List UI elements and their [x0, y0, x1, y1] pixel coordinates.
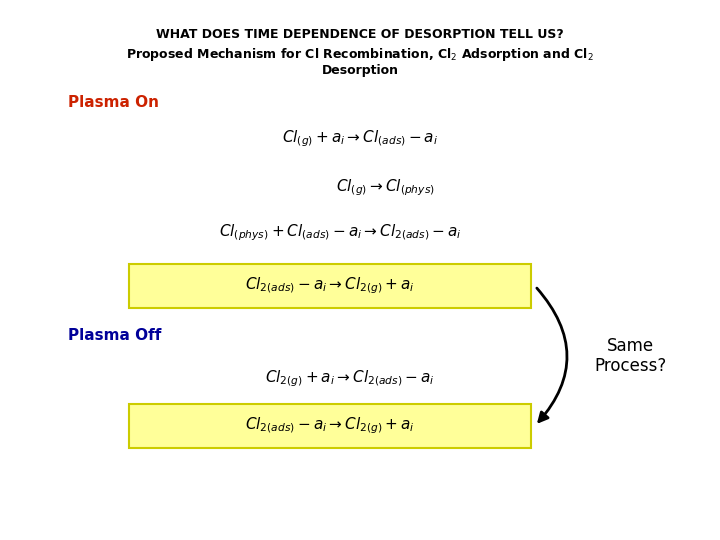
- Text: $Cl_{(g)} \rightarrow Cl_{(phys)}$: $Cl_{(g)} \rightarrow Cl_{(phys)}$: [336, 177, 434, 198]
- FancyBboxPatch shape: [129, 404, 531, 448]
- Text: Desorption: Desorption: [322, 64, 398, 77]
- Text: WHAT DOES TIME DEPENDENCE OF DESORPTION TELL US?: WHAT DOES TIME DEPENDENCE OF DESORPTION …: [156, 28, 564, 41]
- Text: $Cl_{2(ads)} - a_i \rightarrow Cl_{2(g)} + a_i$: $Cl_{2(ads)} - a_i \rightarrow Cl_{2(g)}…: [245, 276, 415, 296]
- Text: Same
Process?: Same Process?: [594, 336, 666, 375]
- Text: Plasma On: Plasma On: [68, 95, 159, 110]
- Text: $Cl_{(g)} + a_i \rightarrow Cl_{(ads)} - a_i$: $Cl_{(g)} + a_i \rightarrow Cl_{(ads)} -…: [282, 128, 438, 148]
- Text: $Cl_{2(ads)} - a_i \rightarrow Cl_{2(g)} + a_i$: $Cl_{2(ads)} - a_i \rightarrow Cl_{2(g)}…: [245, 416, 415, 436]
- Text: $Cl_{2(g)} + a_i \rightarrow Cl_{2(ads)} - a_i$: $Cl_{2(g)} + a_i \rightarrow Cl_{2(ads)}…: [265, 368, 435, 389]
- Text: Proposed Mechanism for Cl Recombination, Cl$_2$ Adsorption and Cl$_2$: Proposed Mechanism for Cl Recombination,…: [126, 46, 594, 63]
- Text: Plasma Off: Plasma Off: [68, 328, 161, 343]
- FancyBboxPatch shape: [129, 264, 531, 308]
- Text: $Cl_{(phys)} + Cl_{(ads)} - a_i \rightarrow Cl_{2(ads)} - a_i$: $Cl_{(phys)} + Cl_{(ads)} - a_i \rightar…: [219, 222, 462, 242]
